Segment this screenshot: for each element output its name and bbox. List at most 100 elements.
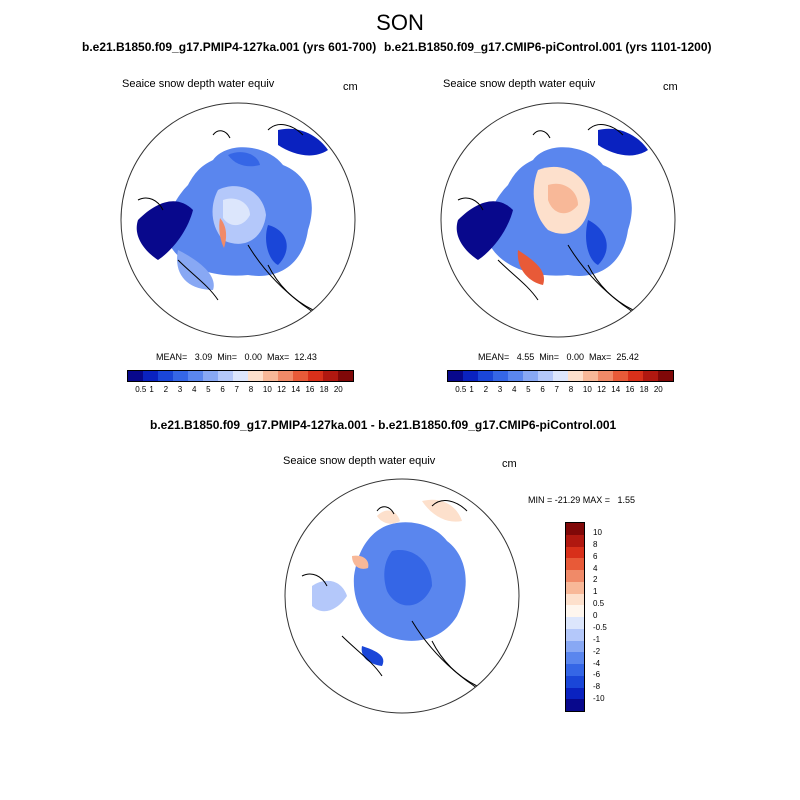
left-polar-map: [120, 102, 356, 338]
colorbar-tick-label: 10: [262, 385, 272, 394]
colorbar-tick-label: -8: [593, 682, 601, 692]
colorbar-swatch: [523, 371, 538, 381]
colorbar-tick-label: 16: [625, 385, 635, 394]
colorbar-swatch: [598, 371, 613, 381]
colorbar-tick-label: 14: [611, 385, 621, 394]
colorbar-swatch: [478, 371, 493, 381]
right-case-title: b.e21.B1850.f09_g17.CMIP6-piControl.001 …: [384, 40, 712, 54]
right-units-label: cm: [663, 81, 678, 93]
colorbar-swatch: [566, 617, 584, 629]
colorbar-tick-label: 20: [653, 385, 663, 394]
colorbar-swatch: [188, 371, 203, 381]
colorbar-swatch: [293, 371, 308, 381]
left-stats: MEAN= 3.09 Min= 0.00 Max= 12.43: [156, 352, 317, 362]
colorbar-swatch: [566, 523, 584, 535]
colorbar-tick-label: -6: [593, 670, 601, 680]
colorbar-tick-label: 7: [554, 385, 559, 394]
colorbar-tick-label: 4: [191, 385, 197, 394]
right-stats: MEAN= 4.55 Min= 0.00 Max= 25.42: [478, 352, 639, 362]
diff-variable-label: Seaice snow depth water equiv: [283, 455, 436, 467]
colorbar-tick-label: 20: [333, 385, 343, 394]
colorbar-tick-label: -0.5: [593, 622, 607, 632]
colorbar-swatch: [323, 371, 338, 381]
colorbar-swatch: [566, 558, 584, 570]
left-variable-label: Seaice snow depth water equiv: [122, 78, 275, 90]
colorbar-tick-label: 8: [593, 539, 598, 549]
right-colorbar: [447, 370, 674, 382]
colorbar-tick-label: 10: [593, 527, 602, 537]
colorbar-tick-label: 6: [540, 385, 545, 394]
colorbar-tick-label: 4: [511, 385, 517, 394]
right-variable-label: Seaice snow depth water equiv: [443, 78, 596, 90]
colorbar-swatch: [338, 371, 353, 381]
colorbar-tick-label: 12: [597, 385, 606, 394]
right-polar-map: [440, 102, 676, 338]
colorbar-tick-label: 6: [593, 551, 598, 561]
colorbar-swatch: [508, 371, 523, 381]
colorbar-tick-label: 6: [220, 385, 225, 394]
colorbar-tick-label: -4: [593, 658, 601, 668]
diff-stats: MIN = -21.29 MAX = 1.55: [528, 495, 636, 505]
colorbar-swatch: [628, 371, 643, 381]
colorbar-tick-label: 2: [483, 385, 489, 394]
colorbar-swatch: [566, 687, 584, 700]
colorbar-swatch: [233, 371, 248, 381]
diff-units-label: cm: [502, 458, 517, 470]
colorbar-swatch: [493, 371, 508, 381]
colorbar-tick-label: 2: [163, 385, 169, 394]
colorbar-swatch: [566, 581, 584, 594]
left-units-label: cm: [343, 81, 358, 93]
right-colorbar-ticks: 0.5 1 2 3 4 5 6 7 8 10 12 14 16 18 20: [447, 385, 674, 397]
colorbar-tick-label: -2: [593, 646, 601, 656]
colorbar-tick-label: 2: [593, 575, 598, 585]
colorbar-tick-label: 3: [497, 385, 503, 394]
colorbar-tick-label: 18: [639, 385, 649, 394]
colorbar-swatch: [568, 371, 583, 381]
colorbar-tick-label: 14: [291, 385, 301, 394]
colorbar-tick-label: -1: [593, 634, 601, 644]
diff-case-title: b.e21.B1850.f09_g17.PMIP4-127ka.001 - b.…: [150, 418, 617, 432]
colorbar-tick-label: -10: [593, 694, 605, 704]
colorbar-swatch: [583, 371, 598, 381]
colorbar-swatch: [203, 371, 218, 381]
colorbar-tick-label: 8: [568, 385, 574, 394]
colorbar-swatch: [566, 628, 584, 641]
colorbar-swatch: [538, 371, 553, 381]
colorbar-swatch: [566, 534, 584, 547]
colorbar-tick-label: 0.5: [593, 599, 605, 609]
colorbar-tick-label: 4: [593, 563, 598, 573]
colorbar-swatch: [448, 371, 463, 381]
colorbar-tick-label: 5: [526, 385, 531, 394]
colorbar-tick-label: 7: [234, 385, 239, 394]
colorbar-tick-label: 8: [248, 385, 254, 394]
colorbar-swatch: [566, 570, 584, 582]
colorbar-swatch: [613, 371, 628, 381]
colorbar-tick-label: 12: [277, 385, 286, 394]
left-colorbar: [127, 370, 354, 382]
colorbar-tick-label: 5: [206, 385, 211, 394]
colorbar-swatch: [173, 371, 188, 381]
colorbar-tick-label: 1: [149, 385, 154, 394]
colorbar-tick-label: 18: [319, 385, 329, 394]
colorbar-swatch: [128, 371, 143, 381]
colorbar-swatch: [566, 605, 584, 617]
colorbar-tick-label: 0: [593, 611, 598, 620]
colorbar-swatch: [143, 371, 158, 381]
colorbar-tick-label: 0.5: [135, 385, 147, 394]
colorbar-swatch: [566, 699, 584, 711]
colorbar-swatch: [566, 640, 584, 653]
colorbar-tick-label: 16: [305, 385, 315, 394]
colorbar-swatch: [218, 371, 233, 381]
colorbar-swatch: [308, 371, 323, 381]
colorbar-swatch: [566, 593, 584, 606]
diff-colorbar-ticks: 10 8 6 4 2 1 0.5 0 -0.5 -1 -2 -4 -6 -8 -10: [591, 522, 631, 712]
diff-polar-map: [284, 478, 520, 714]
figure-title: SON: [376, 10, 424, 35]
colorbar-swatch: [463, 371, 478, 381]
colorbar-tick-label: 3: [177, 385, 183, 394]
colorbar-tick-label: 1: [593, 587, 598, 597]
colorbar-swatch: [658, 371, 673, 381]
diff-colorbar: [565, 522, 585, 712]
colorbar-swatch: [158, 371, 173, 381]
colorbar-swatch: [566, 652, 584, 664]
